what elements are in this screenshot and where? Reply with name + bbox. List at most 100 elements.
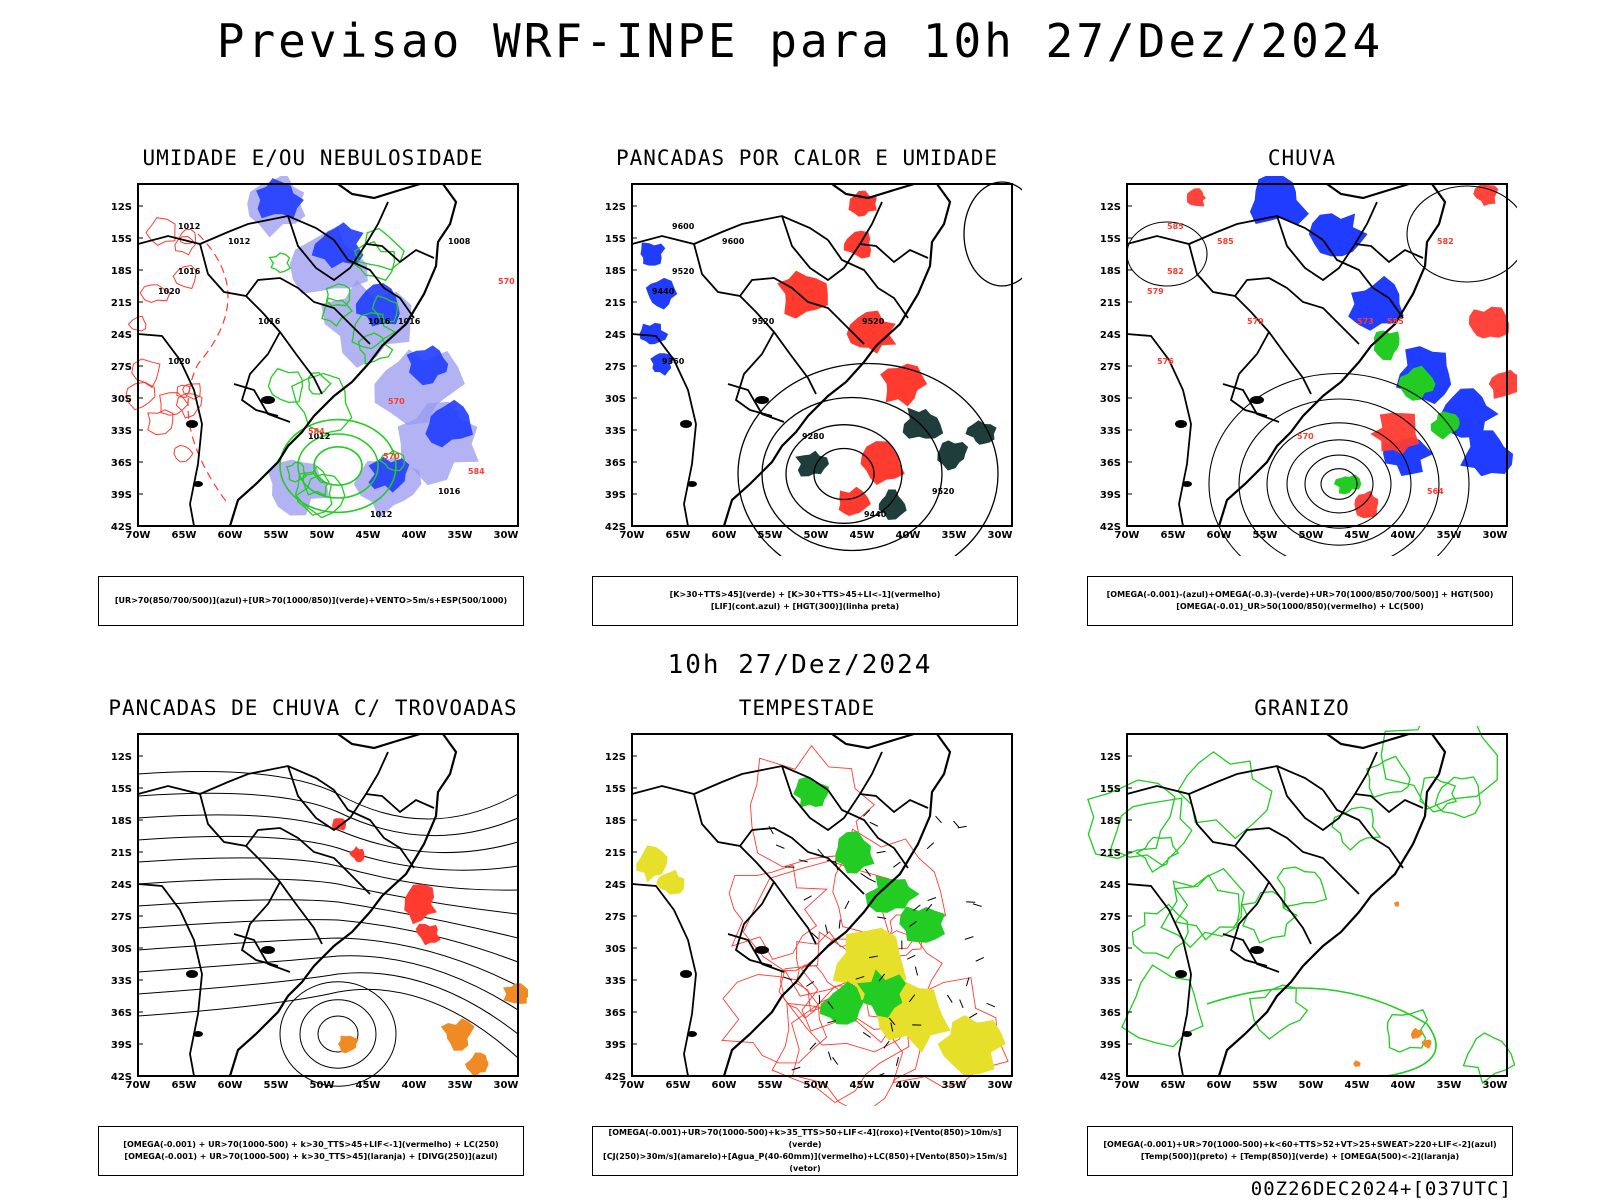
panel-legend: [UR>70(850/700/500)](azul)+[UR>70(1000/8… — [98, 576, 524, 626]
lat-tick-label: 15S — [111, 784, 132, 795]
wind-vector — [832, 1057, 839, 1065]
contour-label: 582 — [1167, 267, 1184, 276]
map-area — [137, 732, 528, 1087]
legend-line: [OMEGA(-0.001) + UR>70(1000-500) + k>30_… — [123, 1140, 499, 1149]
state-border — [333, 239, 415, 319]
contour-label: 1012 — [228, 237, 250, 246]
lake — [687, 1031, 697, 1037]
wind-vector — [969, 1012, 978, 1019]
k-tts-area — [795, 450, 829, 477]
wind-vector — [869, 821, 879, 827]
state-border — [693, 793, 817, 945]
jet-area — [656, 869, 685, 895]
k-tts-area — [902, 407, 944, 439]
state-border — [1188, 793, 1312, 945]
state-border — [137, 215, 335, 245]
forecast-title: Previsao WRF-INPE para 10h 27/Dez/2024 — [216, 14, 1384, 68]
omega-ur-area — [1354, 490, 1379, 519]
lat-tick-label: 33S — [1100, 426, 1121, 437]
lon-tick-label: 65W — [172, 1080, 197, 1091]
hgt300-contour — [737, 362, 999, 556]
thickness-contour — [159, 392, 189, 416]
panel-title: CHUVA — [1267, 146, 1337, 170]
map-frame: 9600 9600 9520 9520 9440 9360 9520 9280 9440 9520… — [605, 181, 1022, 556]
storm-area — [503, 983, 528, 1004]
lon-tick-label: 55W — [264, 1080, 289, 1091]
hgt500-contour — [1406, 185, 1517, 283]
wind-vector — [862, 1032, 871, 1038]
wind-vector — [803, 895, 812, 901]
state-border — [781, 751, 883, 832]
lon-tick-label: 30W — [494, 1080, 519, 1091]
lat-tick-label: 33S — [111, 426, 132, 437]
state-border — [631, 765, 829, 795]
contour-label: 585 — [1167, 222, 1184, 231]
state-border — [1126, 333, 1192, 527]
lat-tick-label: 39S — [1100, 490, 1121, 501]
contour-label: 9360 — [662, 357, 685, 366]
panel-tempestade: TEMPESTADE 12S 15S 18S 21S 24S 27S 30S 33S 36S 39… — [592, 696, 1022, 1176]
lat-tick-label: 42S — [111, 522, 132, 533]
lat-tick-label: 39S — [605, 1040, 626, 1051]
wind-vector — [964, 936, 974, 940]
lake — [1182, 481, 1192, 487]
omega500-area — [1393, 901, 1400, 907]
state-border — [365, 243, 435, 264]
map-area: 9600 9600 9520 9520 9440 9360 9520 9280 9440 9520 — [631, 181, 1022, 556]
lat-tick-label: 36S — [111, 1008, 132, 1019]
thickness-contour — [176, 384, 191, 398]
lat-tick-label: 42S — [1100, 1072, 1121, 1083]
contour-label: 1012 — [178, 222, 200, 231]
humidity-1000-contour — [379, 449, 406, 472]
lat-tick-label: 21S — [111, 848, 132, 859]
thunderstorm-area — [404, 884, 437, 925]
lon-tick-label: 35W — [1437, 530, 1462, 541]
lon-tick-label: 55W — [758, 1080, 783, 1091]
lif-area — [645, 277, 678, 310]
run-time-label: 00Z26DEC2024+[037UTC] — [1250, 1178, 1512, 1200]
contour-label: 585 — [1387, 317, 1404, 326]
temp850-contour — [1174, 867, 1245, 941]
lake — [193, 481, 203, 487]
humidity-850-area — [425, 399, 473, 448]
lake — [1250, 946, 1264, 954]
lon-tick-label: 50W — [804, 530, 829, 541]
state-border — [245, 827, 371, 895]
omega-area — [1348, 275, 1404, 331]
humidity-850-area — [256, 178, 304, 219]
omega500-area — [1411, 1027, 1423, 1039]
wind-vector — [827, 1051, 832, 1061]
wind-vector — [946, 994, 953, 1003]
legend-line: [OMEGA(-0.001) + UR>70(1000-500) + k>30_… — [124, 1152, 498, 1161]
panel-title: TEMPESTADE — [738, 696, 876, 720]
lat-tick-label: 27S — [605, 912, 626, 923]
contour-label: 9520 — [862, 317, 885, 326]
temp850-contour — [1434, 776, 1481, 819]
thunderstorm-area — [349, 846, 365, 863]
forecast-time-label: 10h 27/Dez/2024 — [667, 650, 933, 680]
wind-vector — [791, 1066, 801, 1071]
wind-vector — [935, 815, 942, 824]
lon-tick-label: 30W — [988, 1080, 1013, 1091]
lat-tick-label: 21S — [1100, 848, 1121, 859]
contour-label: 584 — [308, 427, 325, 436]
lon-tick-label: 45W — [356, 530, 381, 541]
state-border — [1322, 239, 1404, 319]
wind-vector — [908, 994, 916, 1003]
streamline — [137, 835, 519, 871]
lat-tick-label: 39S — [1100, 1040, 1121, 1051]
state-border — [631, 333, 697, 527]
lon-tick-label: 60W — [218, 530, 243, 541]
temp850-contour — [1109, 797, 1193, 867]
wind850-area — [835, 831, 875, 874]
contour-label: 9280 — [802, 432, 825, 441]
state-border — [781, 201, 883, 282]
wind-vector — [768, 825, 774, 835]
contour-label: 567 — [1359, 510, 1376, 519]
temp850-contour — [1087, 779, 1176, 860]
state-border — [287, 201, 389, 282]
state-border — [631, 883, 697, 1077]
streamline — [137, 988, 519, 1059]
lon-tick-label: 40W — [402, 530, 427, 541]
wind-vector — [878, 973, 885, 982]
